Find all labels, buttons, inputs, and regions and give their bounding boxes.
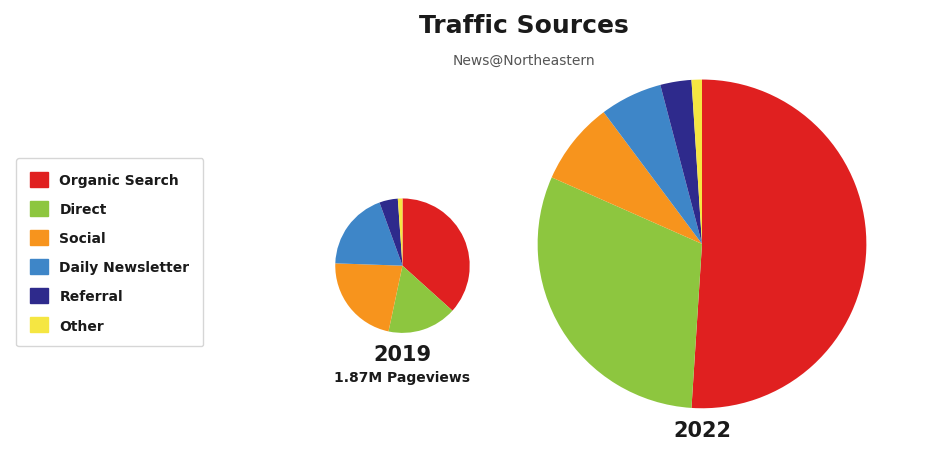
Text: News@Northeastern: News@Northeastern <box>453 54 595 68</box>
Legend: Organic Search, Direct, Social, Daily Newsletter, Referral, Other: Organic Search, Direct, Social, Daily Ne… <box>16 158 203 347</box>
Wedge shape <box>335 264 402 331</box>
Wedge shape <box>379 199 402 266</box>
Wedge shape <box>537 178 702 408</box>
Wedge shape <box>604 86 702 244</box>
Wedge shape <box>402 199 470 311</box>
Wedge shape <box>692 80 867 408</box>
Text: Traffic Sources: Traffic Sources <box>419 14 629 37</box>
Wedge shape <box>388 266 452 333</box>
Text: 1.87M Pageviews: 1.87M Pageviews <box>334 370 471 384</box>
Text: 2022: 2022 <box>673 420 731 440</box>
Wedge shape <box>335 203 402 266</box>
Wedge shape <box>660 81 702 244</box>
Wedge shape <box>692 80 702 244</box>
Wedge shape <box>551 113 702 244</box>
Wedge shape <box>398 199 402 266</box>
Text: 2019: 2019 <box>373 345 431 365</box>
